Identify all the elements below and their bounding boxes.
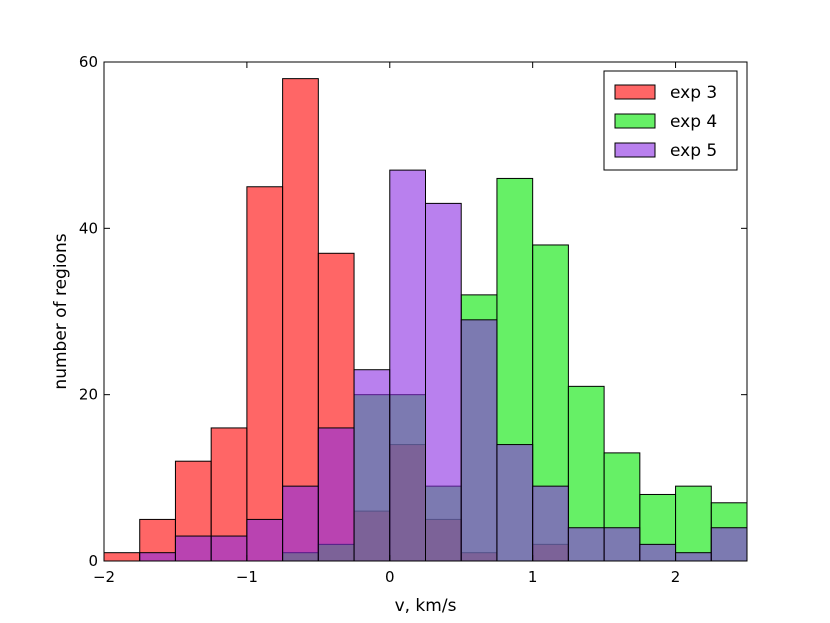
x-tick-label: −2 <box>93 568 115 586</box>
bars-layer <box>103 78 748 562</box>
legend-label: exp 5 <box>670 141 717 161</box>
bar <box>389 169 426 562</box>
bar <box>282 485 319 562</box>
y-tick-label: 60 <box>79 53 98 71</box>
bar <box>103 552 141 562</box>
bar <box>139 552 176 562</box>
bar <box>639 543 677 562</box>
y-axis-label: number of regions <box>51 233 71 389</box>
bar <box>282 78 319 562</box>
x-tick-label: −1 <box>236 568 258 586</box>
series-exp-5 <box>139 169 748 562</box>
legend-label: exp 3 <box>670 83 717 103</box>
bar <box>710 527 748 562</box>
bar <box>246 186 284 562</box>
x-tick-label: 2 <box>671 568 681 586</box>
legend-label: exp 4 <box>670 112 717 132</box>
bar <box>174 535 212 562</box>
bar <box>675 485 712 562</box>
x-axis-label: v, km/s <box>395 596 457 616</box>
bar <box>532 485 569 562</box>
bar <box>317 427 355 562</box>
plot-frame <box>103 61 748 562</box>
legend-swatch <box>614 142 656 158</box>
legend-swatch <box>614 84 656 100</box>
bar <box>603 527 641 562</box>
x-tick-label: 0 <box>385 568 395 586</box>
bar <box>496 444 534 562</box>
legend: exp 3 exp 4 exp 5 <box>603 70 738 171</box>
bar <box>567 527 605 562</box>
x-tick-label: 1 <box>528 568 538 586</box>
legend-swatch <box>614 113 656 129</box>
y-tick-label: 40 <box>79 219 98 237</box>
bar <box>425 202 462 562</box>
bar <box>675 552 712 562</box>
bar <box>460 319 498 562</box>
y-tick-label: 20 <box>79 386 98 404</box>
y-tick-label: 0 <box>88 552 98 570</box>
bar <box>353 369 391 562</box>
bar <box>210 535 248 562</box>
bar <box>246 518 284 562</box>
